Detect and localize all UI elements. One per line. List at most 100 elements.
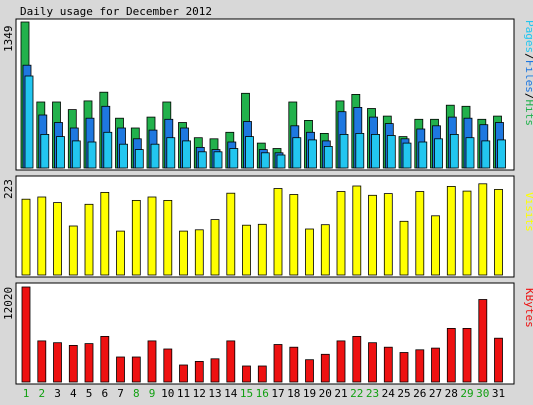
x-tick-label: 28 bbox=[445, 387, 458, 400]
visits-bar bbox=[163, 199, 173, 276]
hits-ymax-label: 1349 bbox=[2, 26, 15, 53]
visits-bar bbox=[289, 194, 299, 276]
kbytes-bar bbox=[53, 342, 62, 383]
visits-bar bbox=[68, 225, 78, 276]
visits-bar bbox=[226, 192, 236, 276]
visits-bar bbox=[352, 185, 362, 276]
pages-bar bbox=[150, 143, 160, 169]
x-tick-label: 4 bbox=[70, 387, 77, 400]
visits-bar bbox=[494, 188, 503, 276]
pages-bar bbox=[339, 133, 349, 169]
visits-bar bbox=[131, 199, 141, 276]
visits-bar bbox=[431, 215, 440, 276]
visits-bar bbox=[383, 193, 393, 276]
kbytes-bar bbox=[368, 342, 377, 383]
x-tick-label: 14 bbox=[224, 387, 238, 400]
pages-bar bbox=[245, 136, 254, 169]
kbytes-bar bbox=[352, 335, 362, 383]
x-tick-label: 3 bbox=[54, 387, 61, 400]
kbytes-bar bbox=[431, 347, 440, 383]
kbytes-bar bbox=[226, 340, 236, 383]
kbytes-bar bbox=[305, 359, 314, 383]
pages-bar bbox=[418, 141, 428, 169]
pages-bar bbox=[103, 131, 113, 169]
x-tick-label: 26 bbox=[413, 387, 426, 400]
pages-bar bbox=[402, 142, 412, 169]
legend-separator: / bbox=[523, 93, 533, 100]
x-tick-label: 12 bbox=[193, 387, 206, 400]
kbytes-bar bbox=[100, 335, 110, 383]
kbytes-bar bbox=[273, 344, 283, 383]
pages-bar bbox=[465, 137, 475, 169]
kbytes-bar bbox=[68, 344, 78, 383]
kbytes-bar bbox=[147, 340, 157, 383]
kbytes-bar bbox=[242, 365, 251, 383]
legend-separator: / bbox=[523, 53, 533, 60]
pages-bar bbox=[229, 148, 239, 169]
kbytes-bar bbox=[21, 286, 31, 383]
pages-bar bbox=[134, 149, 144, 169]
x-tick-label: 23 bbox=[366, 387, 379, 400]
kbytes-bar bbox=[383, 346, 393, 383]
kbytes-bar bbox=[462, 327, 472, 383]
x-tick-label: 9 bbox=[149, 387, 156, 400]
x-tick-label: 25 bbox=[397, 387, 410, 400]
pages-bar bbox=[449, 133, 459, 169]
kbytes-bar bbox=[336, 340, 346, 383]
x-tick-label: 1 bbox=[23, 387, 30, 400]
pages-bar bbox=[182, 140, 191, 169]
visits-bar bbox=[21, 198, 31, 276]
pages-bar bbox=[276, 154, 286, 169]
visits-bar bbox=[147, 196, 157, 276]
kbytes-bar bbox=[163, 348, 173, 383]
pages-bar bbox=[197, 151, 207, 169]
visits-bar bbox=[242, 224, 251, 276]
kbytes-bar bbox=[478, 299, 488, 383]
hits-legend: Pages/Files/Hits bbox=[523, 20, 533, 126]
kbytes-bar bbox=[446, 327, 456, 383]
visits-bar bbox=[462, 190, 472, 276]
x-tick-label: 27 bbox=[429, 387, 442, 400]
visits-bar bbox=[100, 191, 110, 276]
x-tick-label: 15 bbox=[240, 387, 253, 400]
visits-bar bbox=[257, 223, 267, 276]
x-tick-label: 13 bbox=[208, 387, 221, 400]
legend-pages: Pages bbox=[523, 20, 533, 53]
pages-bar bbox=[119, 143, 128, 169]
x-tick-label: 29 bbox=[460, 387, 473, 400]
legend-kbytes: KBytes bbox=[523, 288, 533, 328]
pages-bar bbox=[56, 136, 65, 169]
x-tick-label: 19 bbox=[303, 387, 316, 400]
x-tick-label: 18 bbox=[287, 387, 300, 400]
kbytes-bar bbox=[415, 349, 425, 383]
pages-bar bbox=[308, 139, 317, 169]
x-tick-label: 2 bbox=[38, 387, 45, 400]
pages-bar bbox=[24, 75, 34, 169]
x-tick-label: 8 bbox=[133, 387, 140, 400]
pages-bar bbox=[166, 137, 176, 169]
visits-bar bbox=[273, 188, 283, 276]
x-tick-label: 5 bbox=[86, 387, 93, 400]
x-tick-label: 10 bbox=[161, 387, 174, 400]
x-tick-label: 7 bbox=[117, 387, 124, 400]
kbytes-bar bbox=[257, 365, 267, 383]
kbytes-bar bbox=[399, 352, 409, 383]
pages-bar bbox=[497, 139, 506, 169]
pages-bar bbox=[40, 133, 50, 169]
pages-bar bbox=[260, 152, 270, 169]
visits-bar bbox=[415, 191, 425, 276]
visits-bar bbox=[305, 228, 314, 276]
visits-bar bbox=[446, 185, 456, 276]
kbytes-bar bbox=[494, 337, 503, 383]
visits-bar bbox=[336, 191, 346, 276]
pages-bar bbox=[434, 138, 443, 169]
kbytes-bar bbox=[84, 343, 94, 383]
x-tick-label: 30 bbox=[476, 387, 489, 400]
visits-bar bbox=[116, 230, 125, 276]
visits-bar bbox=[478, 183, 488, 276]
kbytes-bar bbox=[179, 364, 188, 383]
visits-bar bbox=[194, 229, 204, 276]
kbytes-ymax-label: 12020 bbox=[2, 287, 15, 320]
